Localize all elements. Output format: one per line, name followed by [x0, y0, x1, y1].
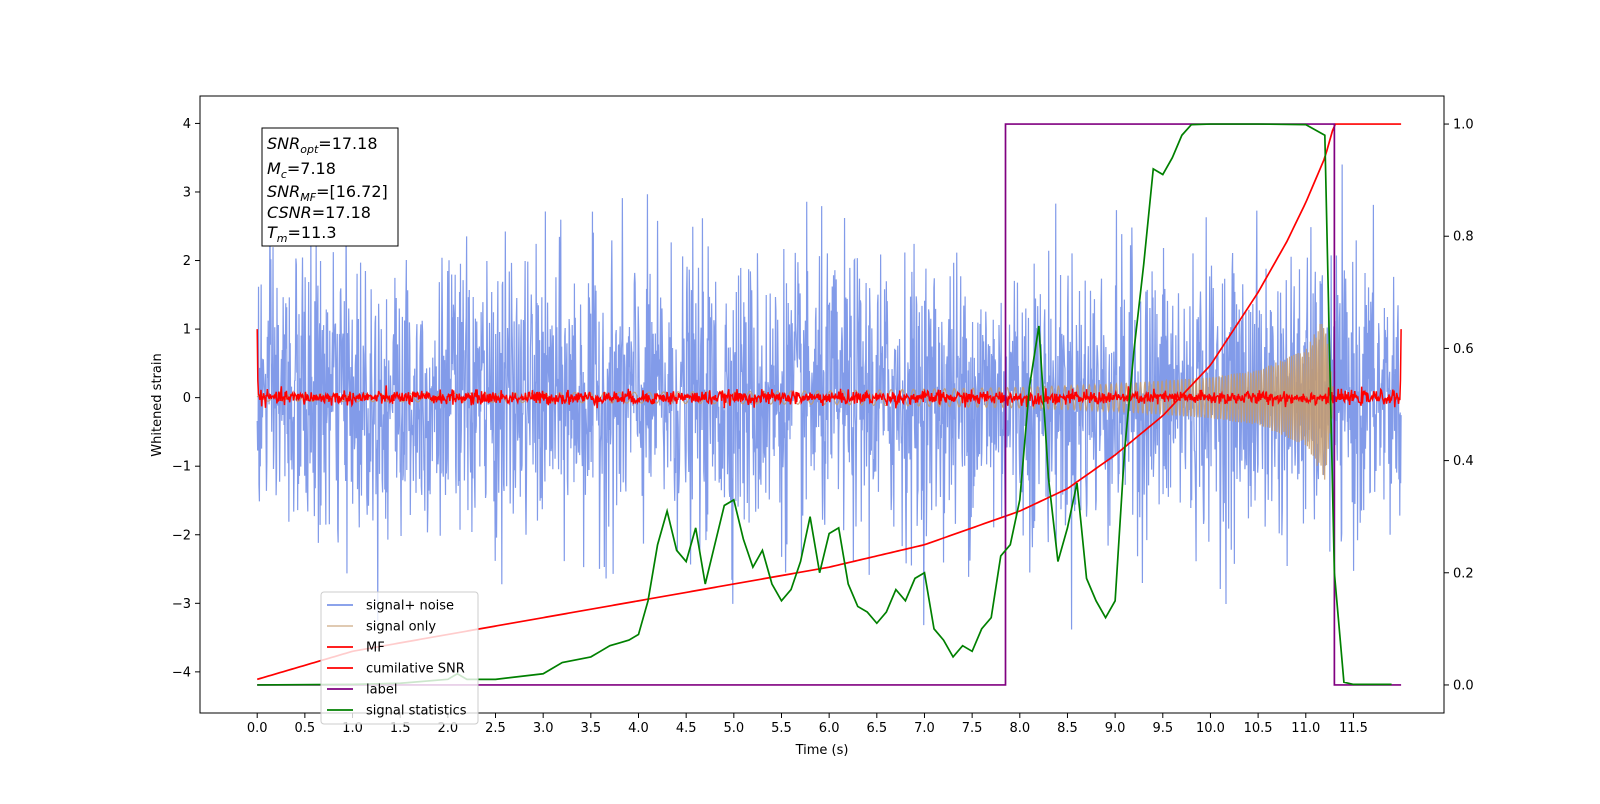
- x-tick-label: 4.0: [628, 721, 649, 736]
- y-tick-label: −2: [172, 528, 191, 543]
- y-axis-label: Whitened strain: [150, 353, 165, 456]
- series-mf: [256, 329, 1402, 409]
- y-tick-label: −1: [172, 460, 191, 475]
- y-tick-label: 2: [183, 254, 191, 269]
- series-signal-statistics: [257, 123, 1392, 686]
- y-tick-label: −3: [172, 597, 191, 612]
- y-tick-label: 4: [183, 117, 191, 132]
- y2-axis-ticks: 0.0 0.2 0.4 0.6 0.8 1.0: [1444, 118, 1474, 693]
- info-box-frame: [261, 127, 399, 247]
- x-tick-label: 2.0: [438, 721, 459, 736]
- x-tick-label: 10.5: [1244, 721, 1273, 736]
- info-line: SNRMF=[16.72]: [267, 182, 388, 204]
- y2-tick-label: 0.6: [1453, 342, 1474, 357]
- legend-entry: signal only: [366, 620, 436, 635]
- x-tick-label: 9.5: [1152, 721, 1173, 736]
- x-tick-label: 1.0: [342, 721, 363, 736]
- x-axis-ticks: 0.0 0.5 1.0 1.5 2.0 2.5 3.0 3.5 4.0 4.5 5.0 5.5 6.0 6…: [247, 713, 1368, 736]
- legend-entry: signal+ noise: [366, 599, 454, 614]
- info-line: Mc=7.18: [267, 159, 336, 181]
- y2-tick-label: 0.0: [1453, 678, 1474, 693]
- x-axis-label: Time (s): [795, 743, 849, 758]
- x-tick-label: 2.5: [485, 721, 506, 736]
- x-tick-label: 7.5: [962, 721, 983, 736]
- y2-tick-label: 1.0: [1453, 118, 1474, 133]
- legend-entry: label: [366, 683, 397, 698]
- x-tick-label: 8.5: [1057, 721, 1078, 736]
- x-tick-label: 10.0: [1196, 721, 1225, 736]
- series-label: [257, 123, 1402, 686]
- plot-frame: [199, 95, 1445, 714]
- info-line: Tm=11.3: [267, 223, 337, 245]
- legend-frame: [320, 591, 479, 725]
- legend-entry: MF: [366, 641, 385, 656]
- y-tick-label: 0: [183, 391, 191, 406]
- x-tick-label: 5.0: [723, 721, 744, 736]
- info-line: SNRopt=17.18: [267, 134, 378, 156]
- x-tick-label: 7.0: [914, 721, 935, 736]
- legend: signal+ noise signal only MF cumilative SNR…: [320, 591, 479, 725]
- y2-tick-label: 0.4: [1453, 454, 1474, 469]
- x-tick-label: 5.5: [771, 721, 792, 736]
- y-tick-label: 1: [183, 323, 191, 338]
- legend-entry: signal statistics: [366, 704, 467, 719]
- y-tick-label: −4: [172, 665, 191, 680]
- x-tick-label: 4.5: [676, 721, 697, 736]
- x-tick-label: 6.0: [819, 721, 840, 736]
- x-tick-label: 0.5: [295, 721, 316, 736]
- x-tick-label: 3.0: [533, 721, 554, 736]
- y2-tick-label: 0.2: [1453, 566, 1474, 581]
- x-tick-label: 11.5: [1339, 721, 1368, 736]
- x-tick-label: 11.0: [1291, 721, 1320, 736]
- x-tick-label: 0.0: [247, 721, 268, 736]
- legend-entry: cumilative SNR: [366, 662, 465, 677]
- y-tick-label: 3: [183, 185, 191, 200]
- info-box: SNRopt=17.18 Mc=7.18SNRMF=[16.72]CSNR=17.…: [261, 127, 399, 247]
- x-tick-label: 3.5: [580, 721, 601, 736]
- y-axis-ticks: −4 −3 −2 −1 0 1 2 3 4: [172, 117, 200, 680]
- x-tick-label: 1.5: [390, 721, 411, 736]
- x-tick-label: 6.5: [866, 721, 887, 736]
- x-tick-label: 8.0: [1009, 721, 1030, 736]
- x-tick-label: 9.0: [1105, 721, 1126, 736]
- y2-tick-label: 0.8: [1453, 230, 1474, 245]
- series-signal-noise: [256, 164, 1402, 630]
- info-line: CSNR=17.18: [267, 203, 371, 222]
